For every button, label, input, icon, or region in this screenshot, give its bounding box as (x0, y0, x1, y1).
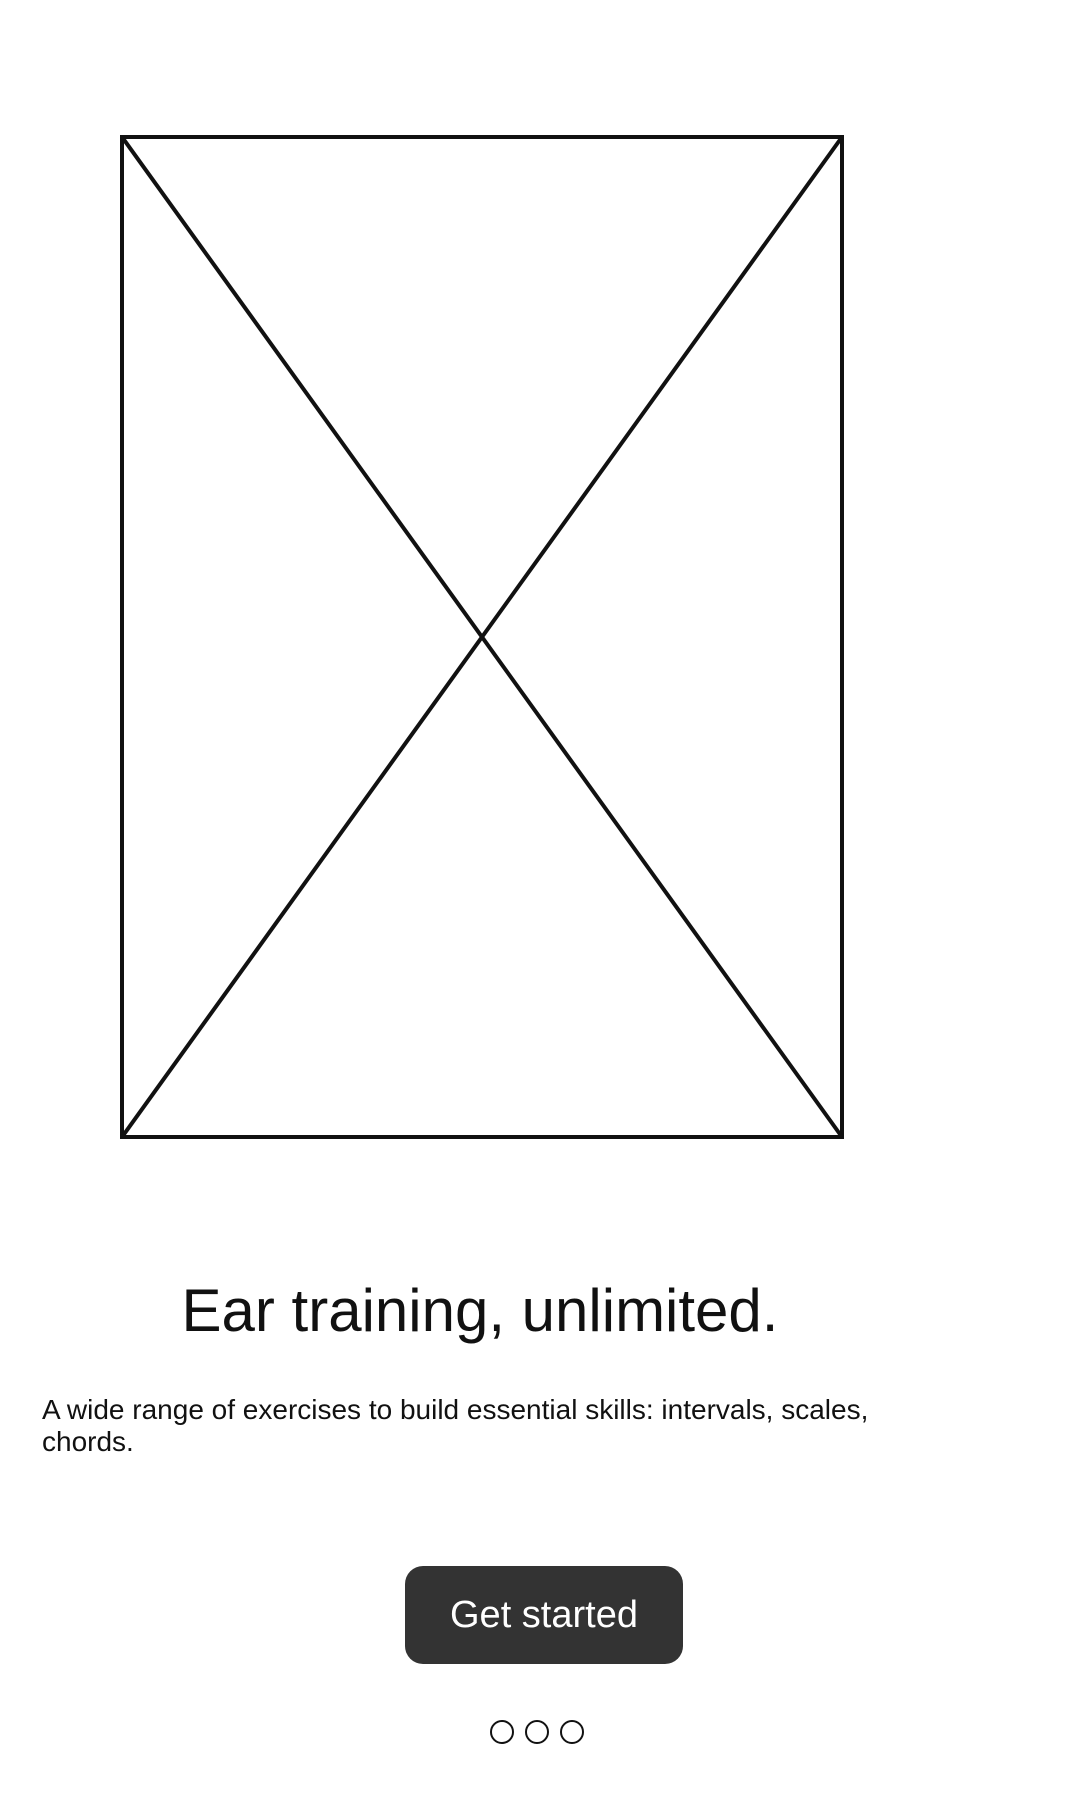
page-indicator (490, 1720, 584, 1748)
get-started-button[interactable]: Get started (405, 1566, 683, 1664)
page-indicator-dot[interactable] (490, 1720, 514, 1744)
onboarding-title: Ear training, unlimited. (181, 1277, 779, 1344)
page-indicator-dot[interactable] (525, 1720, 549, 1744)
page-indicator-dot[interactable] (560, 1720, 584, 1744)
onboarding-description: A wide range of exercises to build essen… (42, 1394, 869, 1457)
image-placeholder-icon (120, 135, 844, 1139)
